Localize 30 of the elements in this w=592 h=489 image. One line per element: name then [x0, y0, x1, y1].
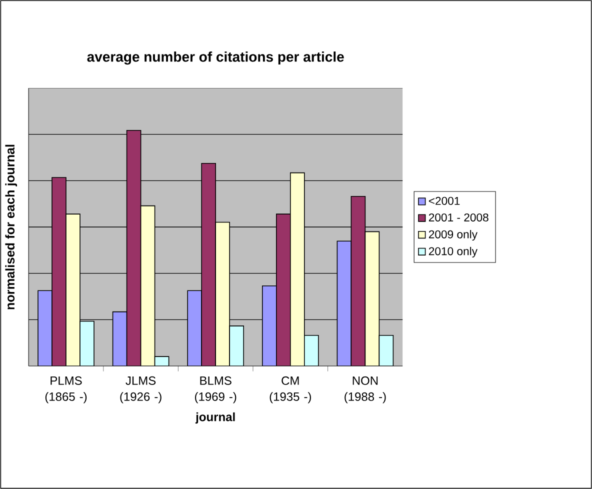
x-tick-label: CM (1935 -)	[270, 376, 311, 404]
bar	[80, 320, 94, 366]
bar	[38, 290, 52, 366]
x-tick-label: JLMS (1926 -)	[120, 376, 162, 404]
legend-label: 2009 only	[428, 230, 478, 241]
x-tick-label: NON (1988 -)	[344, 376, 386, 404]
bar	[187, 290, 202, 366]
bar	[350, 196, 366, 366]
chart-title: average number of citations per article	[87, 52, 344, 65]
y-axis-title: normalised for each journal	[5, 144, 18, 310]
bar	[66, 214, 80, 366]
bar	[229, 326, 244, 366]
bar	[378, 334, 394, 366]
x-tick-label: PLMS (1865 -)	[45, 376, 87, 404]
bar	[140, 205, 156, 366]
legend-label: 2010 only	[428, 246, 478, 258]
bar	[262, 285, 277, 366]
bar	[290, 172, 305, 366]
legend-label: 2001 - 2008	[428, 213, 488, 222]
bar	[126, 130, 142, 366]
bar	[336, 240, 352, 366]
bar	[201, 162, 216, 366]
bar	[215, 222, 230, 366]
x-axis-title: journal	[195, 412, 235, 424]
bar	[276, 214, 291, 366]
x-tick-label: BLMS (1969 -)	[195, 376, 236, 404]
bar	[52, 177, 66, 366]
legend-label: <2001	[428, 196, 460, 205]
bar	[364, 231, 380, 366]
bar	[112, 311, 128, 366]
